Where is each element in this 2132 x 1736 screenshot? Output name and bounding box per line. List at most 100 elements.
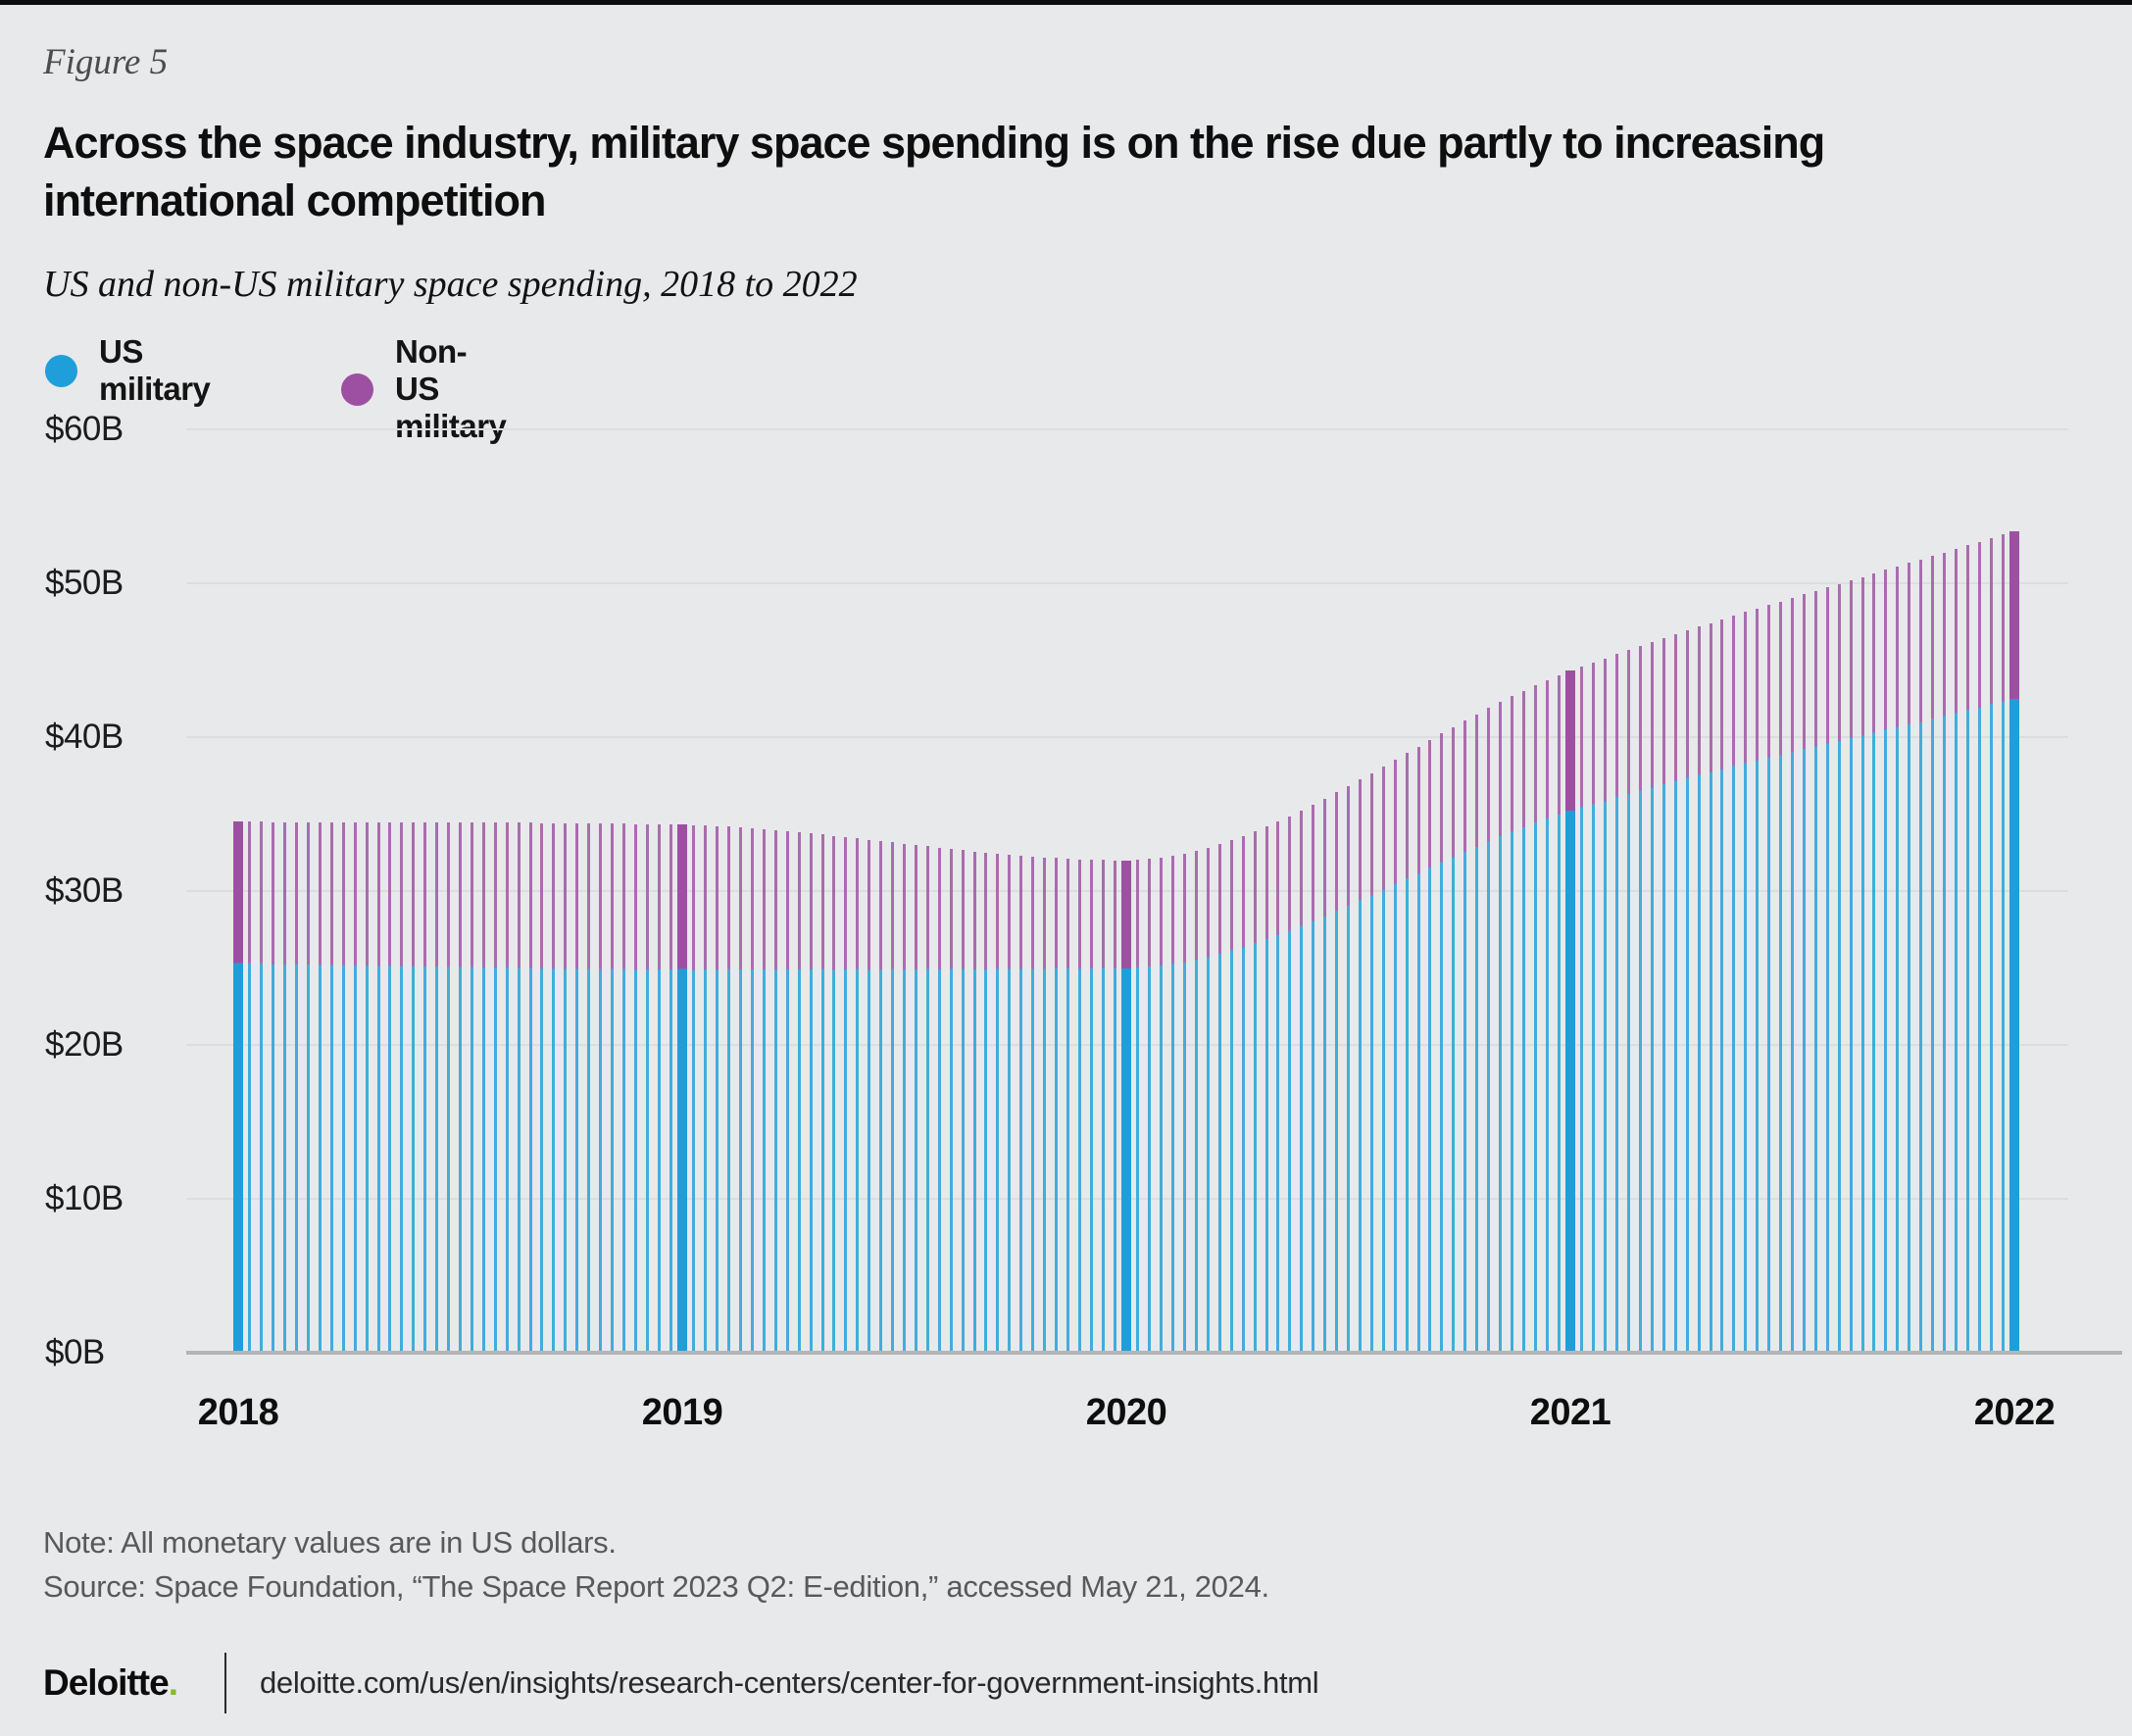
- bar-interpolated: [984, 852, 988, 1353]
- bar-interpolated: [773, 829, 777, 1353]
- bar-interpolated: [914, 845, 917, 1353]
- bar-interpolated: [844, 836, 848, 1353]
- x-axis-label-2021: 2021: [1529, 1392, 1611, 1433]
- bar-interpolated: [785, 830, 789, 1353]
- bar-interpolated: [1813, 590, 1817, 1353]
- bar-interpolated: [1487, 708, 1491, 1353]
- bar-2019: [677, 824, 687, 1353]
- x-axis-baseline: [186, 1351, 2122, 1355]
- bar-interpolated: [797, 832, 801, 1353]
- bar-interpolated: [1312, 804, 1315, 1353]
- figure-label: Figure 5: [43, 42, 169, 82]
- bar-interpolated: [329, 821, 333, 1353]
- bar-interpolated: [318, 821, 322, 1353]
- bar-interpolated: [1604, 658, 1608, 1353]
- x-axis-label-2018: 2018: [197, 1392, 279, 1433]
- y-axis-tick-label: $60B: [45, 410, 124, 448]
- legend-item-non-us-military: Non-US military: [341, 333, 507, 445]
- bar-interpolated: [1767, 605, 1771, 1353]
- bar-interpolated: [1592, 662, 1596, 1353]
- footer: Deloitte. deloitte.com/us/en/insights/re…: [43, 1653, 1319, 1713]
- chart-title: Across the space industry, military spac…: [43, 114, 2092, 229]
- bar-interpolated: [248, 821, 252, 1353]
- bar-interpolated: [820, 834, 824, 1353]
- bar-interpolated: [1779, 601, 1783, 1353]
- footer-divider: [223, 1653, 226, 1713]
- bar-interpolated: [1802, 594, 1806, 1353]
- bar-interpolated: [1428, 739, 1432, 1353]
- bar-interpolated: [1229, 840, 1233, 1353]
- bar-interpolated: [1008, 854, 1012, 1353]
- bar-interpolated: [353, 821, 357, 1353]
- bar-interpolated: [1369, 772, 1373, 1353]
- us-military-swatch-icon: [45, 354, 77, 387]
- bar-interpolated: [575, 822, 579, 1353]
- bar-interpolated: [376, 821, 380, 1353]
- y-axis-tick-label: $20B: [45, 1025, 124, 1064]
- bar-interpolated: [1066, 859, 1069, 1353]
- bar-interpolated: [447, 822, 451, 1353]
- legend-label-non-us-military: Non-US military: [395, 333, 507, 444]
- bar-interpolated: [1077, 859, 1081, 1353]
- bar-interpolated: [1358, 779, 1362, 1353]
- bar-interpolated: [564, 822, 568, 1353]
- bar-interpolated: [307, 821, 311, 1353]
- y-axis-tick-label: $10B: [45, 1179, 124, 1217]
- bar-interpolated: [1709, 622, 1712, 1353]
- bar-interpolated: [727, 826, 731, 1353]
- bar-2020: [1121, 860, 1131, 1353]
- bar-interpolated: [528, 822, 532, 1353]
- bar-interpolated: [809, 833, 813, 1353]
- bar-interpolated: [1860, 576, 1864, 1353]
- bar-interpolated: [283, 821, 287, 1353]
- bar-interpolated: [423, 822, 427, 1353]
- bar-interpolated: [996, 853, 1000, 1353]
- bar-interpolated: [1919, 559, 1923, 1353]
- bar-interpolated: [400, 821, 404, 1353]
- non-us-military-swatch-icon: [341, 372, 373, 406]
- bar-interpolated: [657, 824, 661, 1353]
- bar-interpolated: [1989, 538, 1993, 1353]
- bar-interpolated: [1405, 753, 1409, 1353]
- bar-interpolated: [1148, 859, 1152, 1353]
- bar-interpolated: [1615, 654, 1619, 1353]
- bar-interpolated: [1557, 675, 1561, 1353]
- bar-interpolated: [1977, 541, 1981, 1353]
- bar-interpolated: [1697, 626, 1701, 1353]
- bar-interpolated: [1101, 860, 1105, 1353]
- bar-interpolated: [621, 823, 625, 1353]
- footer-url: deloitte.com/us/en/insights/research-cen…: [259, 1665, 1319, 1700]
- bar-interpolated: [1942, 552, 1946, 1353]
- bar-interpolated: [1884, 570, 1888, 1353]
- bar-interpolated: [856, 838, 860, 1353]
- bar-interpolated: [949, 849, 953, 1353]
- bar-interpolated: [1756, 608, 1760, 1353]
- bar-interpolated: [1089, 860, 1093, 1353]
- bar-2018: [233, 821, 243, 1353]
- y-axis-tick-label: $0B: [45, 1333, 105, 1371]
- y-axis-tick-label: $30B: [45, 871, 124, 910]
- bar-interpolated: [925, 846, 929, 1353]
- bar-interpolated: [868, 839, 871, 1353]
- bar-interpolated: [1661, 638, 1665, 1353]
- y-axis-tick-label: $40B: [45, 718, 124, 756]
- bar-interpolated: [832, 835, 836, 1353]
- bar-interpolated: [1954, 549, 1958, 1353]
- bar-interpolated: [1440, 733, 1444, 1353]
- bar-interpolated: [716, 825, 719, 1353]
- bar-interpolated: [1908, 563, 1911, 1353]
- bar-interpolated: [692, 824, 696, 1353]
- bar-interpolated: [1825, 587, 1829, 1353]
- bar-interpolated: [645, 823, 649, 1353]
- bar-interpolated: [365, 821, 369, 1353]
- bar-2022: [2009, 530, 2019, 1353]
- bar-interpolated: [1463, 720, 1467, 1353]
- bar-interpolated: [891, 842, 895, 1353]
- bar-interpolated: [599, 823, 603, 1353]
- chart-subtitle: US and non-US military space spending, 2…: [43, 264, 858, 305]
- bar-interpolated: [1510, 696, 1513, 1353]
- bar-interpolated: [1498, 702, 1502, 1353]
- deloitte-logo: Deloitte.: [43, 1662, 178, 1703]
- bar-interpolated: [1335, 792, 1339, 1353]
